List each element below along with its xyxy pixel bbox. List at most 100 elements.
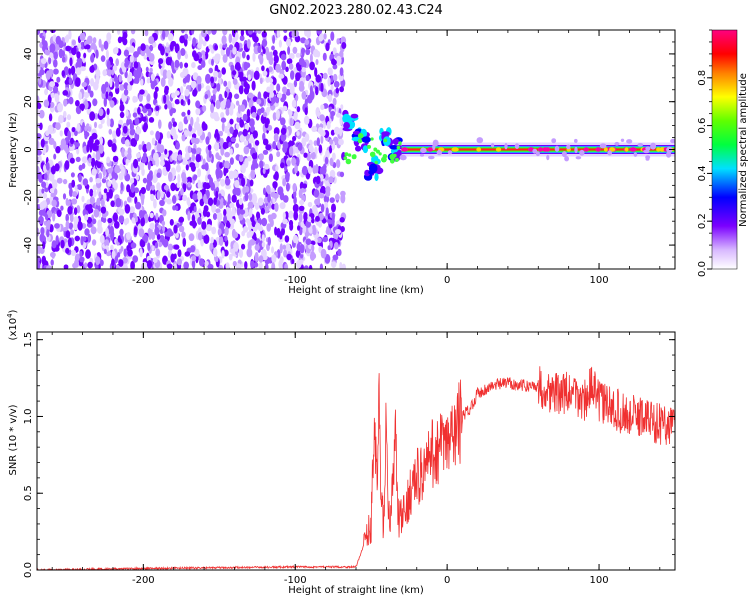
noise-speckle: [180, 99, 184, 106]
carrier-fringe: [620, 138, 625, 142]
carrier-hotspot: [401, 147, 409, 152]
noise-speckle: [87, 261, 93, 269]
noise-speckle: [299, 199, 305, 206]
carrier-hotspot: [624, 147, 629, 152]
noise-speckle: [155, 248, 161, 257]
noise-speckle: [201, 50, 206, 56]
noise-speckle: [104, 239, 110, 248]
noise-speckle: [107, 95, 112, 101]
noise-speckle: [339, 262, 343, 269]
noise-speckle: [180, 86, 184, 94]
noise-speckle: [153, 90, 158, 100]
noise-speckle: [281, 60, 287, 71]
noise-speckle: [296, 243, 301, 252]
noise-speckle: [322, 52, 327, 61]
noise-speckle: [123, 82, 129, 90]
noise-speckle: [66, 121, 71, 128]
noise-speckle: [215, 169, 220, 180]
noise-speckle: [193, 137, 200, 145]
noise-speckle: [201, 229, 207, 236]
transition-blob: [350, 113, 359, 119]
noise-speckle: [62, 193, 67, 200]
noise-speckle: [214, 44, 219, 51]
noise-speckle: [90, 226, 97, 235]
noise-speckle: [42, 145, 47, 155]
carrier-fringe: [504, 143, 508, 150]
noise-speckle: [174, 43, 180, 54]
noise-speckle: [217, 71, 222, 79]
noise-speckle: [129, 190, 136, 198]
noise-speckle: [39, 122, 43, 131]
noise-speckle: [81, 156, 88, 164]
transition-blob: [368, 163, 378, 174]
noise-speckle: [290, 70, 295, 80]
noise-speckle: [307, 201, 313, 208]
noise-speckle: [275, 165, 279, 172]
noise-speckle: [135, 127, 142, 135]
noise-speckle: [250, 169, 256, 179]
noise-speckle: [77, 184, 83, 191]
noise-speckle: [291, 99, 297, 108]
noise-speckle: [325, 186, 331, 194]
noise-speckle: [65, 230, 71, 239]
noise-speckle: [100, 44, 104, 52]
noise-speckle: [51, 179, 58, 190]
noise-speckle: [302, 183, 308, 189]
noise-speckle: [262, 168, 266, 174]
noise-speckle: [102, 69, 107, 77]
noise-speckle: [61, 56, 66, 63]
noise-speckle: [91, 168, 97, 176]
noise-speckle: [132, 112, 138, 118]
noise-speckle: [41, 255, 47, 266]
noise-speckle: [192, 219, 197, 229]
noise-speckle: [103, 193, 107, 202]
noise-speckle: [192, 37, 197, 47]
noise-speckle: [60, 205, 64, 211]
snr-y-scale: (x104): [6, 309, 19, 340]
noise-speckle: [337, 248, 342, 257]
noise-speckle: [112, 138, 117, 145]
noise-speckle: [38, 75, 42, 85]
noise-speckle: [325, 42, 330, 52]
noise-speckle: [327, 67, 333, 76]
noise-speckle: [279, 202, 286, 210]
noise-speckle: [197, 231, 203, 241]
carrier-fringe: [575, 156, 582, 160]
noise-speckle: [116, 264, 120, 269]
noise-speckle: [202, 40, 207, 47]
noise-speckle: [128, 45, 135, 53]
noise-speckle: [126, 184, 131, 193]
noise-speckle: [224, 125, 229, 134]
noise-speckle: [225, 177, 231, 186]
noise-speckle: [273, 54, 279, 64]
noise-speckle: [46, 219, 51, 230]
noise-speckle: [106, 60, 111, 70]
noise-speckle: [292, 135, 297, 142]
noise-speckle: [341, 42, 347, 49]
transition-core: [378, 152, 382, 156]
noise-speckle: [320, 134, 324, 144]
noise-speckle: [243, 81, 248, 88]
noise-speckle: [329, 169, 336, 179]
noise-speckle: [204, 162, 209, 172]
noise-speckle: [327, 219, 333, 225]
colorbar-tick-label: 0.2: [697, 213, 708, 229]
noise-speckle: [74, 185, 78, 191]
noise-speckle: [187, 98, 191, 106]
noise-speckle: [82, 236, 87, 242]
noise-speckle: [93, 208, 100, 218]
noise-speckle: [258, 153, 264, 161]
noise-speckle: [241, 177, 246, 187]
noise-speckle: [280, 117, 286, 126]
noise-speckle: [178, 225, 185, 233]
noise-speckle: [133, 51, 139, 58]
noise-speckle: [222, 30, 228, 36]
snr-y-tick-label: 0.0: [23, 562, 34, 578]
noise-speckle: [45, 49, 51, 56]
noise-speckle: [229, 106, 234, 116]
noise-speckle: [243, 207, 249, 218]
noise-speckle: [41, 200, 47, 209]
noise-speckle: [279, 256, 284, 264]
noise-speckle: [282, 86, 287, 94]
noise-speckle: [246, 38, 251, 49]
